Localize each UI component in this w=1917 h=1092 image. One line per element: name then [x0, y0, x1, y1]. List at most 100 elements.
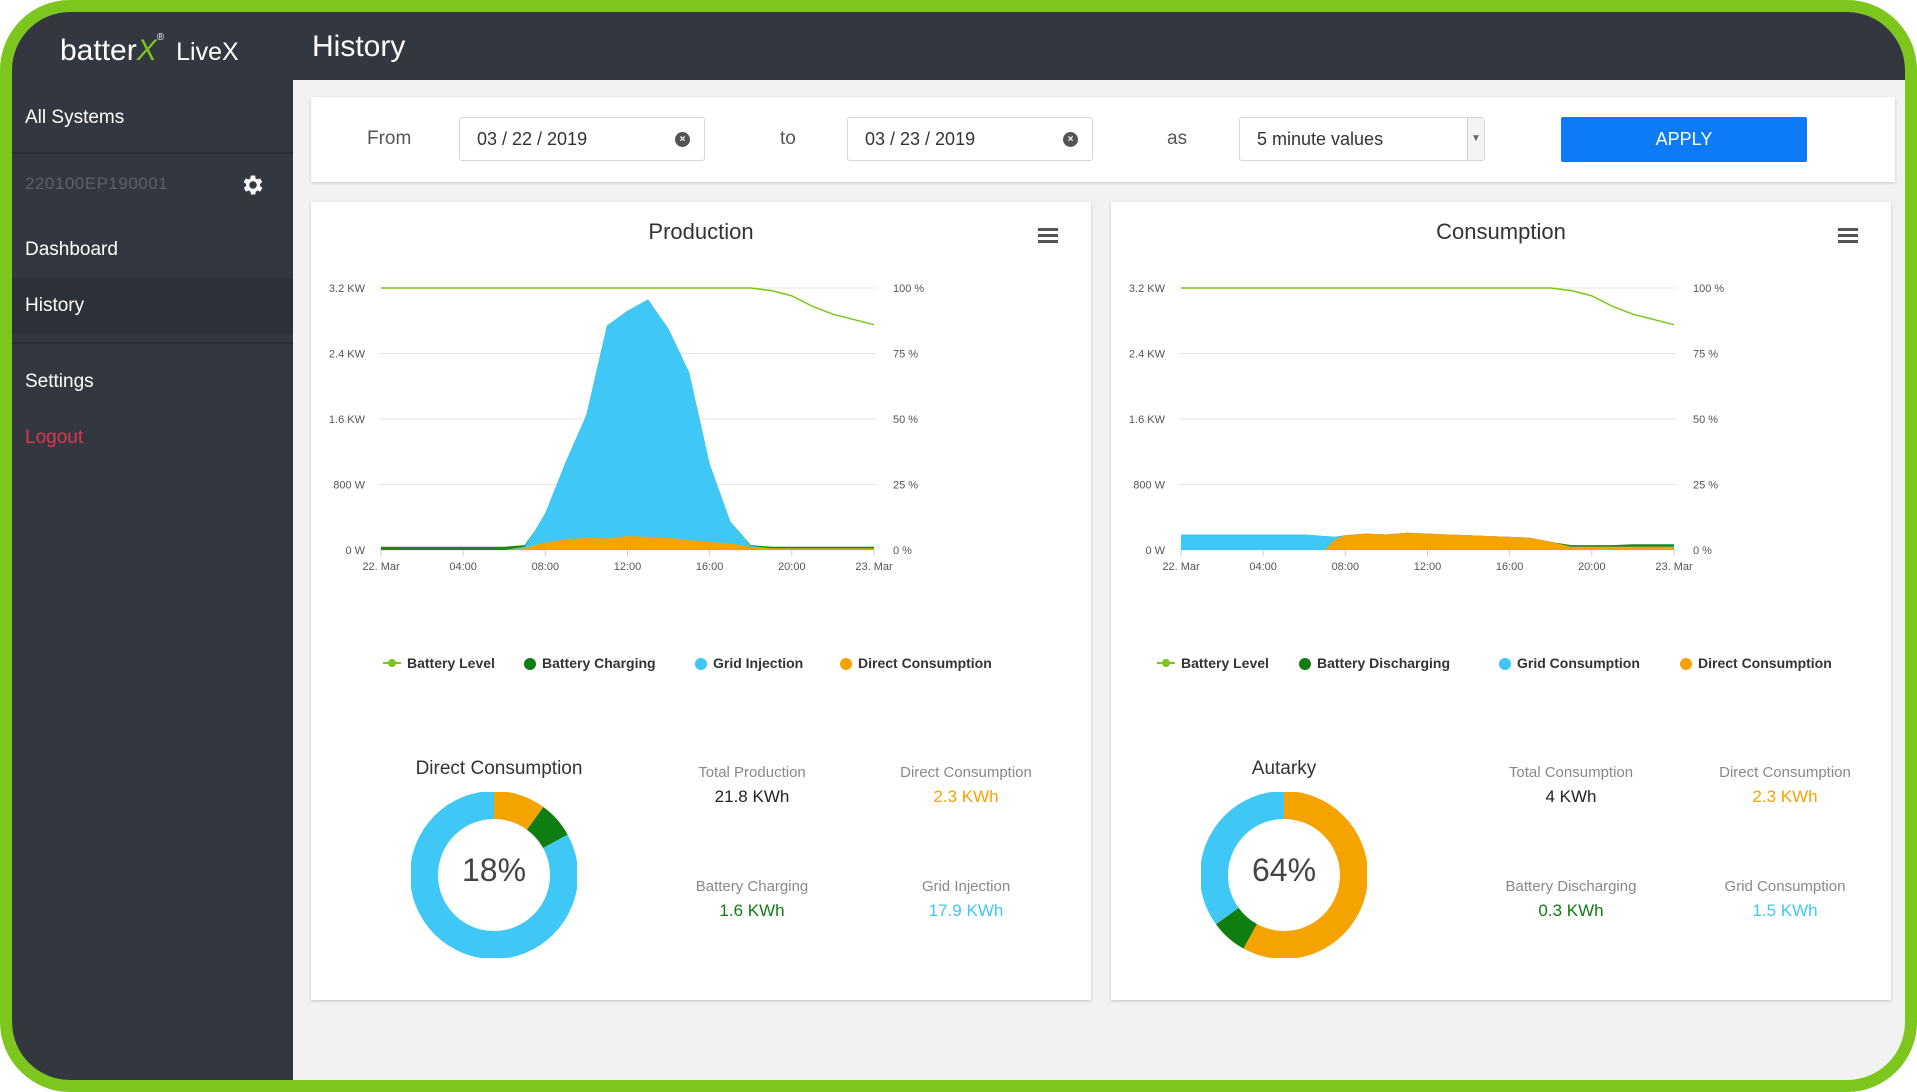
stat-grid-injection: Grid Injection 17.9 KWh: [921, 878, 1011, 920]
stat-battery-charging: Battery Charging 1.6 KWh: [695, 878, 809, 920]
series-line-battery-level: [381, 287, 875, 326]
y-tick-label: 3.2 KW: [1129, 283, 1166, 295]
y-tick-label: 3.2 KW: [329, 283, 366, 295]
y2-tick-label: 75 %: [893, 349, 918, 361]
apply-button[interactable]: APPLY: [1561, 117, 1807, 162]
y-tick-label: 800 W: [1133, 480, 1165, 492]
system-selector: 220100EP190001: [12, 156, 293, 212]
sidebar-item-logout[interactable]: Logout: [25, 427, 84, 448]
legend-direct-consumption[interactable]: Direct Consumption: [840, 655, 992, 671]
chevron-down-icon[interactable]: ▼: [1467, 118, 1484, 160]
legend-battery-level[interactable]: Battery Level: [383, 655, 495, 671]
x-tick-label: 23. Mar: [1655, 561, 1693, 573]
production-card: Production 3.2 KW 100 % 2.4 KW 75 % 1.6 KW 50…: [311, 202, 1091, 1000]
consumption-chart: 3.2 KW 100 % 2.4 KW 75 % 1.6 KW 50 % 800 W 25 %…: [1129, 283, 1724, 573]
y-tick-label: 0 W: [1145, 545, 1165, 557]
series-area-direct-consumption: [381, 536, 874, 550]
x-tick-label: 22. Mar: [362, 561, 400, 573]
date-filter-bar: From 03 / 22 / 2019 × to 03 / 23 / 2019 …: [311, 97, 1895, 182]
donut-percent: 64%: [1251, 852, 1317, 888]
legend-battery-charging[interactable]: Battery Charging: [524, 655, 656, 671]
x-tick-label: 08:00: [532, 561, 560, 573]
x-tick-label: 16:00: [696, 561, 724, 573]
x-tick-label: 20:00: [778, 561, 806, 573]
from-label: From: [367, 128, 412, 149]
y2-tick-label: 50 %: [1693, 414, 1718, 426]
x-tick-label: 08:00: [1332, 561, 1360, 573]
clear-icon[interactable]: ×: [675, 132, 690, 147]
x-tick-label: 20:00: [1578, 561, 1606, 573]
consumption-card: Consumption 3.2 KW 100 % 2.4 KW 75 % 1.6 KW 5…: [1111, 202, 1891, 1000]
y-tick-label: 0 W: [345, 545, 365, 557]
to-label: to: [780, 128, 796, 149]
sidebar-item-history[interactable]: History: [12, 278, 293, 334]
sidebar: batterX®LiveX All Systems 220100EP190001…: [12, 12, 293, 1080]
system-id: 220100EP190001: [25, 174, 169, 193]
stat-total-consumption: Total Consumption 4 KWh: [1508, 764, 1634, 806]
donut-segment-grid: [411, 792, 577, 958]
legend-battery-discharging[interactable]: Battery Discharging: [1299, 655, 1450, 671]
interval-value: 5 minute values: [1257, 129, 1384, 149]
legend-grid-consumption[interactable]: Grid Consumption: [1499, 655, 1640, 671]
logo: batterX®LiveX: [60, 32, 239, 67]
donut-title: Autarky: [1251, 758, 1317, 779]
from-date-value: 03 / 22 / 2019: [477, 129, 588, 149]
series-line-battery-level: [1181, 287, 1675, 326]
donut-percent: 18%: [461, 852, 527, 888]
sidebar-divider: [12, 342, 293, 344]
y2-tick-label: 50 %: [893, 414, 918, 426]
menu-icon[interactable]: [1838, 228, 1858, 244]
donut-segment-grid: [1201, 792, 1367, 958]
y-tick-label: 1.6 KW: [329, 414, 366, 426]
donut-title: Direct Consumption: [415, 758, 583, 779]
top-bar: History: [293, 12, 1905, 80]
chart-title: Consumption: [1436, 219, 1566, 244]
gear-icon[interactable]: [240, 172, 266, 198]
page-title: History: [312, 30, 406, 63]
x-tick-label: 12:00: [614, 561, 642, 573]
stat-battery-discharging: Battery Discharging 0.3 KWh: [1505, 878, 1637, 920]
x-tick-label: 22. Mar: [1162, 561, 1200, 573]
y2-tick-label: 25 %: [893, 480, 918, 492]
x-tick-label: 16:00: [1496, 561, 1524, 573]
x-tick-label: 12:00: [1414, 561, 1442, 573]
sidebar-item-all-systems[interactable]: All Systems: [25, 107, 125, 128]
y2-tick-label: 0 %: [893, 545, 912, 557]
x-tick-label: 04:00: [1249, 561, 1277, 573]
menu-icon[interactable]: [1038, 228, 1058, 244]
y-tick-label: 2.4 KW: [329, 349, 366, 361]
y-tick-label: 1.6 KW: [1129, 414, 1166, 426]
clear-icon[interactable]: ×: [1063, 132, 1078, 147]
legend-grid-injection[interactable]: Grid Injection: [695, 655, 803, 671]
series-area-grid-injection: [381, 299, 874, 550]
legend-direct-consumption[interactable]: Direct Consumption: [1680, 655, 1832, 671]
stat-direct-consumption: Direct Consumption 2.3 KWh: [900, 764, 1032, 806]
direct-consumption-donut: [411, 792, 577, 958]
y2-tick-label: 100 %: [893, 283, 924, 295]
from-date-input[interactable]: 03 / 22 / 2019 ×: [459, 117, 705, 161]
stat-direct-consumption: Direct Consumption 2.3 KWh: [1719, 764, 1851, 806]
y2-tick-label: 100 %: [1693, 283, 1724, 295]
y2-tick-label: 75 %: [1693, 349, 1718, 361]
interval-select[interactable]: 5 minute values ▼: [1239, 117, 1485, 161]
x-tick-label: 04:00: [449, 561, 477, 573]
stat-total-production: Total Production 21.8 KWh: [698, 764, 806, 806]
sidebar-item-settings[interactable]: Settings: [25, 371, 94, 392]
y-tick-label: 800 W: [333, 480, 365, 492]
stat-grid-consumption: Grid Consumption 1.5 KWh: [1724, 878, 1846, 920]
production-chart: 3.2 KW 100 % 2.4 KW 75 % 1.6 KW 50 % 800 W 25 %…: [329, 283, 924, 573]
y2-tick-label: 25 %: [1693, 480, 1718, 492]
y-tick-label: 2.4 KW: [1129, 349, 1166, 361]
sidebar-item-dashboard[interactable]: Dashboard: [25, 239, 118, 260]
legend-battery-level[interactable]: Battery Level: [1157, 655, 1269, 671]
to-date-value: 03 / 23 / 2019: [865, 129, 976, 149]
chart-title: Production: [648, 219, 754, 244]
to-date-input[interactable]: 03 / 23 / 2019 ×: [847, 117, 1093, 161]
sidebar-divider: [12, 152, 293, 154]
x-tick-label: 23. Mar: [855, 561, 893, 573]
as-label: as: [1167, 128, 1188, 149]
autarky-donut: [1201, 792, 1367, 958]
series-area-direct-consumption: [1181, 532, 1674, 550]
y2-tick-label: 0 %: [1693, 545, 1712, 557]
